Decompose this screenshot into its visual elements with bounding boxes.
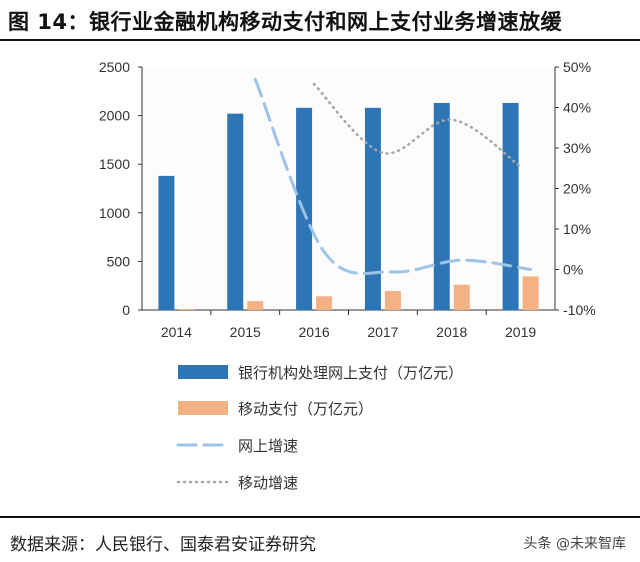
plot-area bbox=[142, 67, 555, 310]
x-tick-label: 2017 bbox=[367, 324, 398, 340]
right-tick-label: 30% bbox=[563, 140, 591, 156]
left-tick-label: 2500 bbox=[99, 59, 130, 75]
left-tick-label: 1500 bbox=[99, 156, 130, 172]
bar-mobile bbox=[453, 284, 470, 310]
legend-swatch bbox=[178, 401, 228, 415]
figure-title: 图 14：银行业金融机构移动支付和网上支付业务增速放缓 bbox=[8, 10, 563, 34]
x-tick-label: 2015 bbox=[230, 324, 261, 340]
bar-mobile bbox=[316, 296, 333, 310]
bar-online bbox=[433, 102, 450, 311]
line-mobile-growth bbox=[312, 82, 522, 168]
x-tick-label: 2014 bbox=[161, 324, 192, 340]
bar-mobile bbox=[522, 276, 539, 310]
source-note: 数据来源：人民银行、国泰君安证券研究 bbox=[10, 535, 316, 555]
right-tick-label: 40% bbox=[563, 100, 591, 116]
right-tick-label: 50% bbox=[563, 59, 591, 75]
left-tick-label: 1000 bbox=[99, 205, 130, 221]
title-divider bbox=[0, 39, 640, 41]
x-tick-label: 2018 bbox=[436, 324, 467, 340]
right-tick-label: 20% bbox=[563, 181, 591, 197]
legend-label: 移动增速 bbox=[238, 474, 298, 492]
bar-online bbox=[158, 175, 175, 310]
x-tick-label: 2019 bbox=[505, 324, 536, 340]
bar-online bbox=[502, 102, 519, 311]
watermark: 头条 @未来智库 bbox=[523, 536, 626, 552]
x-tick-label: 2016 bbox=[299, 324, 330, 340]
right-tick-label: 10% bbox=[563, 221, 591, 237]
bar-mobile bbox=[178, 309, 195, 310]
left-tick-label: 0 bbox=[122, 302, 130, 318]
bar-mobile bbox=[247, 301, 264, 310]
right-tick-label: 0% bbox=[563, 262, 583, 278]
legend-label: 网上增速 bbox=[238, 437, 298, 455]
left-tick-label: 2000 bbox=[99, 108, 130, 124]
bar-online bbox=[227, 113, 244, 310]
line-online-growth bbox=[253, 77, 533, 275]
legend-label: 移动支付（万亿元） bbox=[238, 400, 373, 418]
bar-mobile bbox=[384, 291, 401, 310]
legend-swatch bbox=[178, 365, 228, 379]
chart: 0 500 1000 1500 2000 2500 -10% 0% 10% 20% 30% 40% 50… bbox=[99, 59, 596, 492]
right-tick-label: -10% bbox=[563, 302, 596, 318]
left-tick-label: 500 bbox=[107, 253, 131, 269]
footer-divider bbox=[0, 516, 640, 518]
bar-online bbox=[364, 107, 381, 310]
legend-label: 银行机构处理网上支付（万亿元） bbox=[238, 364, 463, 382]
